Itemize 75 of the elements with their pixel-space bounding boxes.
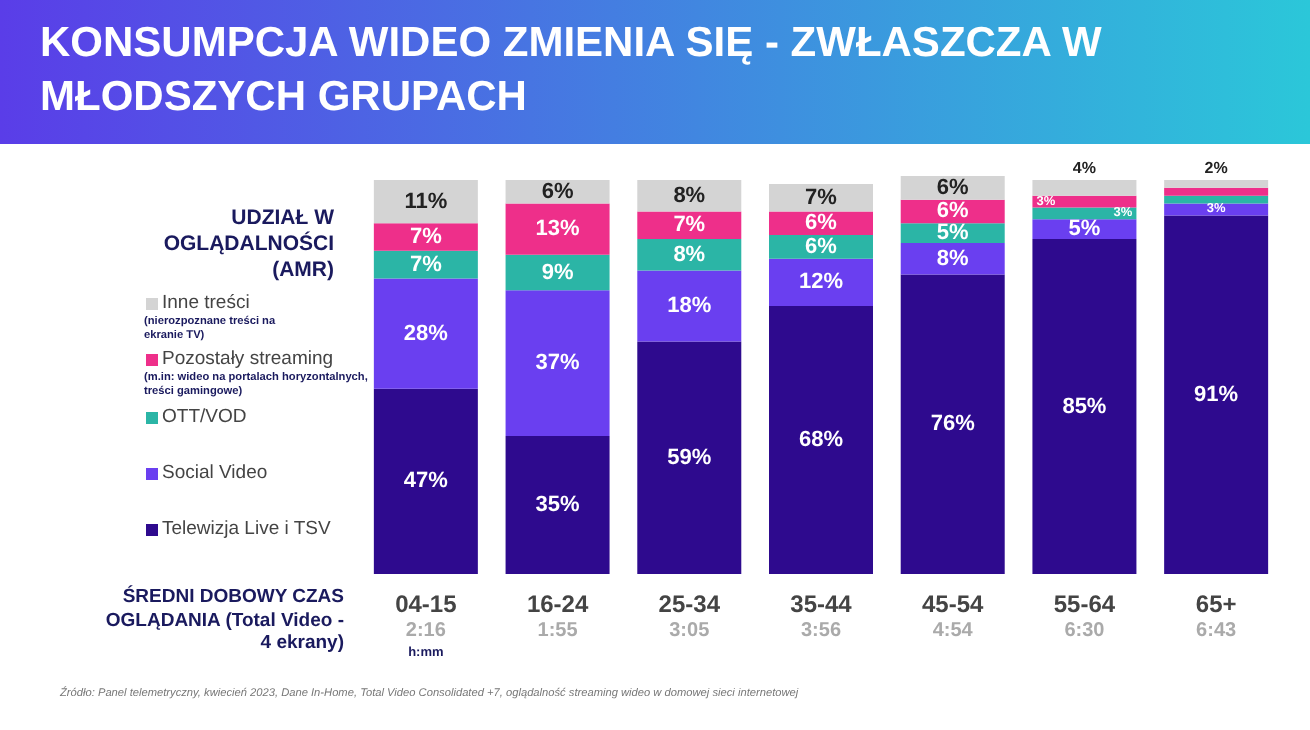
bar [505, 254, 610, 291]
data-label: 91% [1194, 382, 1239, 407]
text: 1:55 [535, 620, 580, 642]
x-tick-label: 65+ [1195, 590, 1237, 618]
bar [1032, 239, 1137, 574]
data-label: 8% [673, 183, 706, 208]
data-label: 5% [1068, 217, 1101, 242]
x-tick-label: 25-34 [658, 590, 721, 618]
data-label: 18% [667, 294, 712, 319]
bar [1032, 195, 1137, 208]
data-label: 6% [805, 234, 838, 259]
bar [505, 436, 610, 574]
x-tick-label: 55-64 [1053, 590, 1116, 618]
text: 6:43 [1194, 620, 1239, 642]
data-label: 59% [667, 445, 712, 470]
x-tick-label: 35-44 [790, 590, 853, 618]
text: 3:05 [667, 620, 712, 642]
data-label: 8% [936, 246, 970, 271]
data-label: 6% [936, 175, 970, 200]
data-label: 13% [535, 217, 581, 242]
bar [769, 306, 873, 574]
data-label: 6% [541, 179, 574, 204]
bar [1032, 179, 1137, 196]
bar [637, 270, 742, 342]
data-label: 47% [403, 469, 449, 494]
x-tick-label: 04-15 [395, 590, 458, 618]
bar [637, 341, 742, 574]
bar [637, 211, 742, 240]
data-label: 4% [1072, 158, 1096, 177]
legend-label: Pozostały streaming [162, 348, 334, 370]
data-label: 5% [936, 221, 970, 246]
bar [900, 242, 1005, 275]
x-tick-label: 16-24 [526, 590, 589, 618]
legend-label: Inne treści [162, 292, 250, 314]
data-label: 6% [805, 211, 838, 236]
chart-title: KONSUMPCJA WIDEO ZMIENIA SIĘ - ZWŁASZCZA W MŁODSZYCH GRUPACH [40, 18, 1104, 124]
bar [373, 388, 478, 574]
data-label: 12% [798, 270, 844, 295]
data-label: 7% [409, 225, 443, 250]
bar [505, 290, 610, 437]
data-label: 85% [1062, 394, 1107, 419]
legend-label: Telewizja Live i TSV [162, 518, 331, 540]
data-label: 35% [535, 493, 581, 518]
data-label: 37% [535, 351, 581, 376]
data-label: 7% [673, 213, 706, 238]
bar [373, 179, 478, 224]
x-axis-title: ŚREDNI DOBOWY CZAS OGLĄDANIA (Total Video - 4 ekrany) [103, 586, 344, 655]
bar [769, 258, 873, 307]
legend-label: Social Video [162, 462, 268, 484]
bar [373, 223, 478, 251]
bar [1164, 195, 1269, 204]
data-label: 7% [409, 252, 443, 277]
y-axis-title: UDZIAŁ W OGLĄDALNOŚCI (AMR) [161, 206, 334, 284]
bar [1164, 179, 1269, 188]
bar [900, 274, 1005, 574]
data-label: 6% [936, 199, 970, 224]
bar [505, 203, 610, 255]
data-label: 11% [404, 189, 448, 214]
x-tick-label: 45-54 [922, 590, 985, 618]
data-label: 9% [541, 260, 574, 285]
bar [1164, 215, 1269, 574]
text: 4:54 [930, 620, 975, 642]
text: 6:30 [1062, 620, 1107, 642]
bar [637, 239, 742, 271]
bar [373, 278, 478, 389]
data-label: 7% [805, 185, 838, 210]
text: 2:16 [403, 620, 448, 642]
data-label: 76% [930, 412, 976, 437]
data-label: 8% [673, 242, 706, 267]
data-label: 68% [798, 428, 844, 453]
bar [1164, 187, 1269, 196]
text: 3:56 [798, 620, 843, 642]
legend-label: OTT/VOD [162, 406, 247, 428]
data-label: 2% [1204, 158, 1228, 177]
data-label: 28% [403, 321, 449, 346]
